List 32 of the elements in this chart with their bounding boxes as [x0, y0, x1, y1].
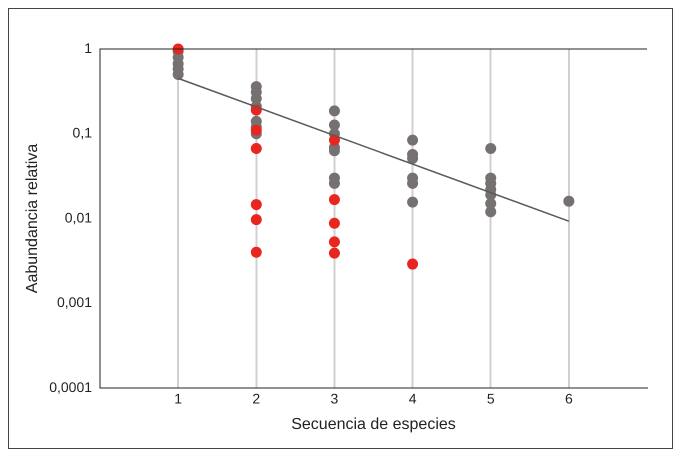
point	[407, 196, 418, 208]
x-tick-label: 4	[408, 390, 417, 406]
point	[328, 134, 340, 146]
point	[250, 214, 262, 226]
point	[250, 246, 262, 258]
point	[172, 44, 184, 54]
y-axis-title: Aabundancia relativa	[24, 144, 42, 294]
point	[250, 124, 262, 136]
point	[328, 105, 340, 116]
point	[407, 258, 418, 270]
point	[328, 236, 340, 248]
x-tick-label: 5	[486, 390, 495, 406]
y-tick-label: 0,0001	[49, 378, 92, 395]
point	[250, 199, 262, 210]
point	[563, 196, 574, 207]
point	[328, 194, 340, 206]
y-tick-label: 0,01	[64, 209, 92, 226]
point	[407, 134, 418, 146]
point	[250, 142, 262, 154]
y-tick-label: 0,001	[56, 294, 92, 310]
x-tick-label: 2	[252, 390, 260, 406]
x-tick-label: 3	[330, 390, 339, 406]
point	[328, 218, 340, 229]
x-tick-label: 1	[174, 390, 182, 406]
point	[485, 206, 496, 218]
y-tick-label: 0,1	[72, 124, 92, 141]
x-axis-title: Secuencia de especies	[291, 416, 456, 433]
point	[328, 248, 340, 259]
point	[328, 119, 340, 130]
y-tick-label: 1	[84, 40, 92, 56]
x-tick-label: 6	[564, 390, 573, 406]
point	[485, 142, 496, 154]
